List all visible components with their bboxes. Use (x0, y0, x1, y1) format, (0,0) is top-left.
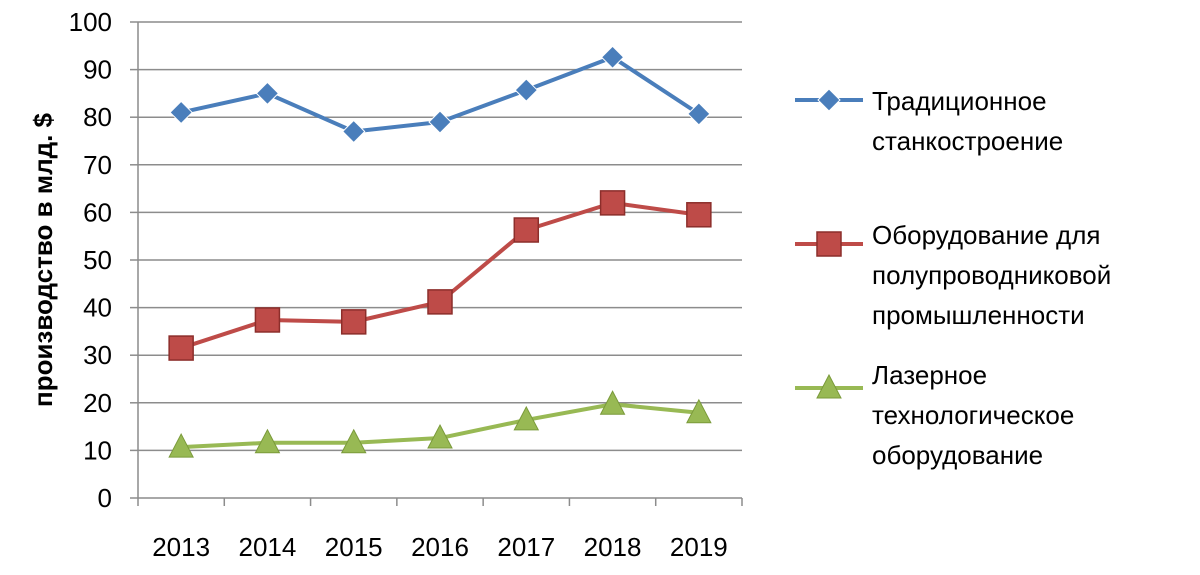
y-tick-label: 80 (83, 102, 112, 132)
tick-labels: 0 10 20 30 40 50 60 70 80 90 100 2013 2014 2015 2016 20… (69, 7, 728, 562)
series-2 (168, 190, 712, 361)
y-tick-label: 100 (69, 7, 112, 37)
y-tick-label: 50 (83, 245, 112, 275)
y-tick-label: 60 (83, 197, 112, 227)
y-tick-label: 40 (83, 293, 112, 323)
y-tick-label: 90 (83, 55, 112, 85)
square-marker (254, 307, 281, 333)
legend-entry: Лазерное технологическое оборудование (795, 360, 1074, 470)
diamond-marker (169, 100, 193, 125)
square-marker (686, 202, 712, 228)
diamond-marker (514, 78, 538, 102)
series-3 (168, 390, 712, 458)
legend-label: Традиционное (872, 86, 1047, 116)
square-marker (340, 309, 367, 335)
square-marker (816, 231, 842, 257)
legend-label: станкостроение (872, 126, 1063, 156)
y-tick-label: 30 (83, 340, 112, 370)
triangle-marker (599, 390, 626, 415)
diamond-marker (428, 110, 452, 134)
square-marker (168, 335, 194, 361)
x-tick-label: 2015 (325, 532, 383, 562)
x-tick-label: 2013 (152, 532, 210, 562)
y-tick-label: 0 (98, 483, 112, 513)
x-tick-label: 2018 (584, 532, 642, 562)
triangle-marker (427, 423, 453, 449)
x-tick-label: 2019 (670, 532, 728, 562)
triangle-marker (340, 428, 367, 454)
x-tick-label: 2016 (411, 532, 469, 562)
square-marker (513, 217, 540, 243)
triangle-marker (513, 405, 540, 431)
y-tick-label: 20 (83, 388, 112, 418)
series-group (168, 45, 712, 458)
square-marker (427, 289, 453, 315)
series-1 (169, 45, 711, 144)
triangle-marker (686, 398, 712, 424)
triangle-marker (816, 373, 842, 399)
triangle-marker (168, 432, 194, 458)
x-tick-label: 2017 (497, 532, 555, 562)
legend-entry: Оборудование для полупроводниковой промышл… (795, 220, 1111, 330)
gridlines (138, 21, 742, 452)
legend-label: промышленности (872, 300, 1085, 330)
legend: Традиционное станкостроение Оборудование д… (795, 86, 1111, 470)
y-axis-label: производство в млд. $ (28, 112, 58, 407)
y-tick-label: 10 (83, 435, 112, 465)
y-tick-label: 70 (83, 150, 112, 180)
diamond-marker (342, 119, 366, 144)
legend-label: полупроводниковой (872, 260, 1111, 290)
legend-label: Оборудование для (872, 220, 1100, 250)
triangle-marker (254, 428, 281, 454)
legend-label: оборудование (872, 440, 1043, 470)
diamond-marker (687, 102, 711, 126)
x-tick-label: 2014 (239, 532, 297, 562)
axes (130, 21, 743, 506)
square-marker (599, 190, 626, 216)
diamond-marker (817, 88, 841, 112)
legend-label: Лазерное (872, 360, 987, 390)
diamond-marker (600, 45, 625, 69)
diamond-marker (255, 81, 280, 106)
legend-label: технологическое (872, 400, 1074, 430)
legend-entry: Традиционное станкостроение (795, 86, 1063, 156)
